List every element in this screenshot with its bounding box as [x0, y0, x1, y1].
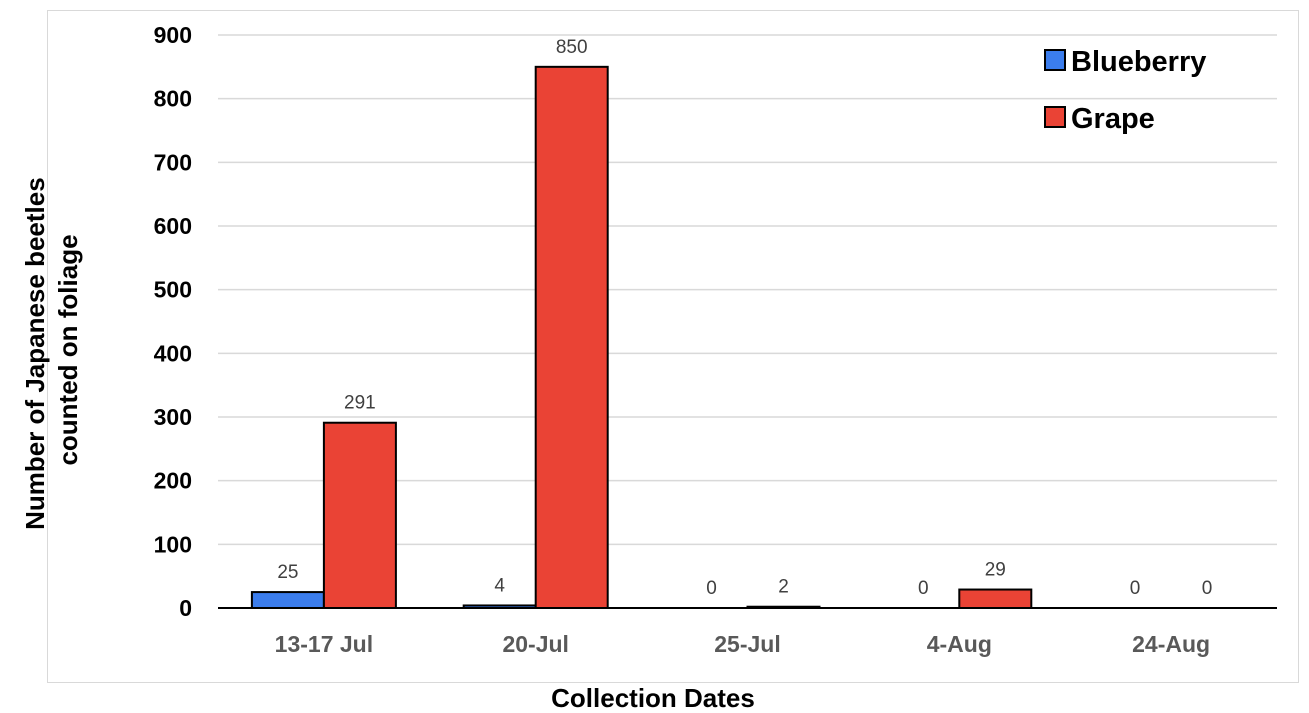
- x-tick-label: 13-17 Jul: [275, 631, 373, 657]
- legend-swatch-grape: [1044, 106, 1066, 128]
- y-axis-title: Number of Japanese beetles counted on fo…: [20, 170, 83, 530]
- y-tick-label: 400: [154, 340, 192, 366]
- data-label: 291: [344, 393, 376, 414]
- x-axis-title: Collection Dates: [551, 683, 755, 713]
- x-tick-label: 20-Jul: [502, 631, 568, 657]
- chart-frame: [47, 10, 1299, 683]
- bar-grape-1: [534, 65, 609, 610]
- y-tick-label: 100: [154, 531, 192, 557]
- x-tick-label: 25-Jul: [714, 631, 780, 657]
- data-label: 0: [1202, 578, 1213, 599]
- legend-label-blueberry: Blueberry: [1071, 46, 1206, 78]
- y-tick-label: 600: [154, 213, 192, 239]
- x-tick-label: 4-Aug: [927, 631, 992, 657]
- bars: [250, 65, 1033, 610]
- bar-grape-0: [322, 421, 397, 610]
- y-tick-label: 800: [154, 86, 192, 112]
- x-tick-labels: 13-17 Jul 20-Jul 25-Jul 4-Aug 24-Aug: [275, 631, 1210, 657]
- data-labels: 25 291 4 850 0 2 0 29 0 0: [277, 37, 1212, 599]
- y-axis-title-line-1: Number of Japanese beetles: [20, 177, 50, 530]
- y-tick-labels: 0 100 200 300 400 500 600 700 800 900: [154, 22, 192, 621]
- data-label: 0: [1130, 578, 1141, 599]
- y-tick-label: 300: [154, 404, 192, 430]
- data-label: 850: [556, 37, 588, 58]
- bar-blueberry-0: [250, 591, 325, 609]
- data-label: 25: [277, 562, 298, 583]
- data-label: 2: [778, 577, 789, 598]
- y-axis-title-line-2: counted on foliage: [53, 234, 83, 465]
- data-label: 0: [918, 578, 929, 599]
- gridlines: [218, 34, 1277, 546]
- x-tick-label: 24-Aug: [1132, 631, 1210, 657]
- y-tick-label: 700: [154, 149, 192, 175]
- y-tick-label: 500: [154, 277, 192, 303]
- y-tick-label: 900: [154, 22, 192, 48]
- bar-grape-3: [958, 588, 1033, 610]
- legend: Blueberry Grape: [1044, 46, 1206, 135]
- legend-label-grape: Grape: [1071, 103, 1155, 135]
- y-tick-label: 200: [154, 468, 192, 494]
- legend-swatch-blueberry: [1044, 49, 1066, 71]
- y-tick-label: 0: [179, 595, 192, 621]
- data-label: 29: [985, 560, 1006, 581]
- data-label: 4: [494, 575, 505, 596]
- data-label: 0: [706, 578, 717, 599]
